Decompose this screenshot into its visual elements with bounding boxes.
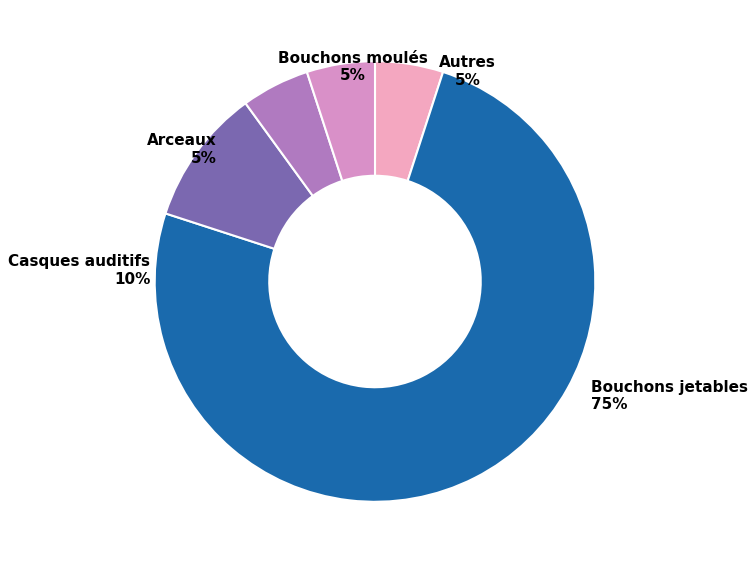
Wedge shape [154, 72, 596, 502]
Wedge shape [307, 61, 375, 181]
Text: Bouchons moulés
5%: Bouchons moulés 5% [278, 51, 428, 83]
Text: Casques auditifs
10%: Casques auditifs 10% [8, 254, 150, 287]
Text: Bouchons jetables
75%: Bouchons jetables 75% [591, 380, 748, 412]
Text: Autres
5%: Autres 5% [439, 55, 496, 88]
Text: Arceaux
5%: Arceaux 5% [147, 133, 217, 166]
Wedge shape [375, 61, 443, 181]
Wedge shape [245, 72, 342, 196]
Wedge shape [166, 103, 313, 249]
